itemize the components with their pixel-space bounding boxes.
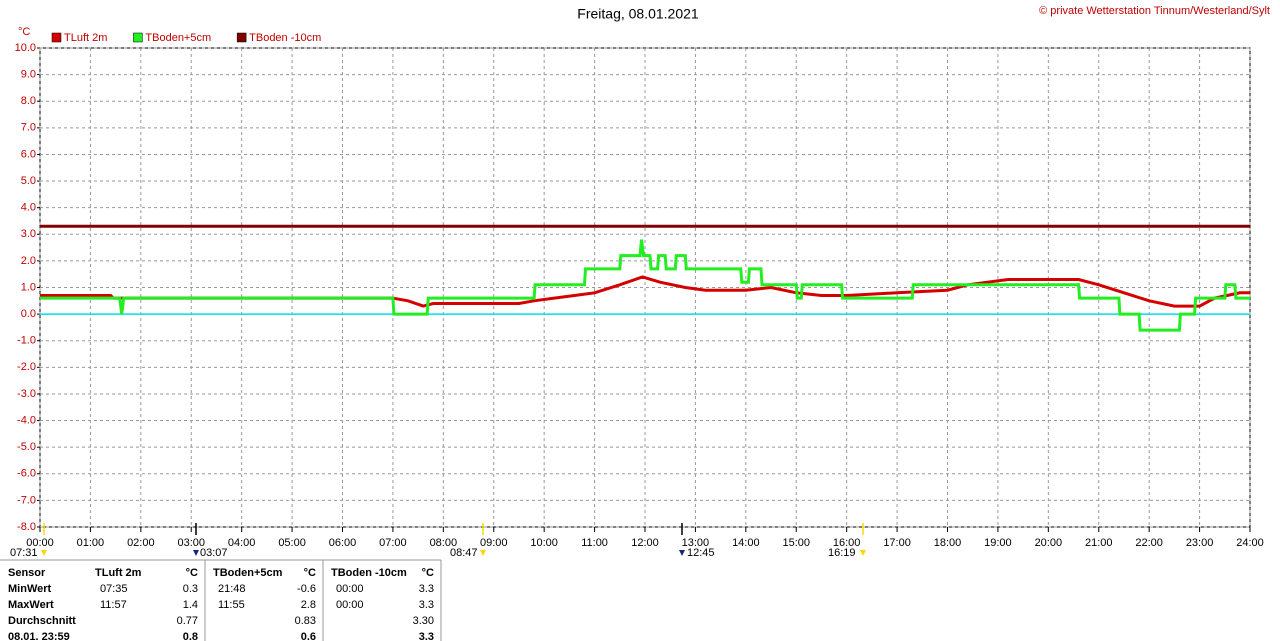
table: Sensor TLuft 2m °C TBoden+5cm °C TBoden -10cm… (0, 559, 442, 641)
x-tick-label: 04:00 (228, 537, 256, 549)
x-tick-label: 06:00 (329, 537, 357, 549)
cell-time: 07:35 (100, 583, 128, 595)
x-tick-label: 00:00 (26, 537, 54, 549)
legend-swatch (133, 32, 143, 43)
x-tick-label: 02:00 (127, 537, 155, 549)
legend-swatch (51, 32, 62, 43)
table-header: TBoden -10cm (331, 567, 407, 579)
annotation-icon (860, 550, 866, 556)
series-line (40, 239, 1250, 332)
table-header: TLuft 2m (95, 567, 142, 579)
x-tick-label: 17:00 (883, 537, 911, 549)
table-header: Sensor (8, 567, 46, 579)
cell-value: 0.6 (301, 631, 316, 641)
y-tick-label: 5.0 (21, 175, 36, 187)
cell-value: 0.77 (177, 615, 198, 627)
x-tick-label: 22:00 (1135, 537, 1163, 549)
cell-time: 00:00 (336, 599, 364, 611)
cell-value: 1.4 (183, 599, 198, 611)
x-tick-label: 21:00 (1085, 537, 1113, 549)
annotation-label: 03:07 (200, 547, 228, 559)
x-tick-label: 08:00 (430, 537, 458, 549)
annotation-icon (480, 550, 486, 556)
x-tick-label: 05:00 (278, 537, 306, 549)
y-tick-label: -2.0 (17, 361, 36, 373)
x-tick-label: 11:00 (581, 537, 608, 549)
y-tick-label: 4.0 (21, 202, 36, 214)
cell-value: 3.3 (419, 631, 434, 641)
y-tick-label: 8.0 (21, 95, 36, 107)
y-tick-label: -7.0 (17, 494, 36, 506)
y-tick-label: -1.0 (17, 335, 36, 347)
legend-label: TBoden+5cm (145, 32, 211, 44)
legend-label: TBoden -10cm (249, 32, 321, 44)
x-tick-label: 14:00 (732, 537, 760, 549)
x-tick-label: 23:00 (1186, 537, 1214, 549)
x-tick-label: 01:00 (77, 537, 105, 549)
x-tick-label: 16:00 (833, 537, 861, 549)
y-tick-label: -4.0 (17, 414, 36, 426)
cell-value: 2.8 (301, 599, 316, 611)
x-tick-label: 24:00 (1236, 537, 1264, 549)
table-header: °C (422, 567, 434, 579)
chart-title: Freitag, 08.01.2021 (577, 6, 699, 22)
x-tick-label: 20:00 (1035, 537, 1063, 549)
y-tick-label: -5.0 (17, 441, 36, 453)
y-tick-label: 0.0 (21, 308, 36, 320)
legend-swatch (236, 32, 247, 43)
y-tick-label: -3.0 (17, 388, 36, 400)
table-header: TBoden+5cm (213, 567, 283, 579)
cell-time: 00:00 (336, 583, 364, 595)
row-label: Durchschnitt (8, 615, 76, 627)
x-tick-label: 03:00 (177, 537, 205, 549)
x-tick-label: 10:00 (530, 537, 558, 549)
annotation-icon (193, 550, 199, 556)
series-line (40, 275, 1250, 308)
x-tick-label: 15:00 (782, 537, 810, 549)
x-tick-label: 19:00 (984, 537, 1012, 549)
y-tick-label: 3.0 (21, 228, 36, 240)
cell-value: -0.6 (297, 583, 316, 595)
cell-time: 11:57 (100, 599, 127, 611)
cell-value: 0.8 (183, 631, 198, 641)
annotation-label: 07:31 (10, 547, 38, 559)
y-tick-label: -6.0 (17, 468, 36, 480)
y-unit: °C (18, 26, 30, 38)
cell-value: 3.3 (419, 599, 434, 611)
table-header: °C (186, 567, 198, 579)
annotation-icon (679, 550, 685, 556)
annotation-label: 08:47 (450, 547, 478, 559)
annotation-label: 16:19 (828, 547, 856, 559)
row-label: MinWert (8, 583, 52, 595)
cell-time: 21:48 (218, 583, 246, 595)
annotation-icon (41, 550, 47, 556)
y-tick-label: 2.0 (21, 255, 36, 267)
cell-value: 3.30 (413, 615, 434, 627)
credit: © private Wetterstation Tinnum/Westerlan… (1039, 5, 1270, 17)
cell-value: 0.83 (295, 615, 316, 627)
y-tick-label: 6.0 (21, 148, 36, 160)
x-tick-label: 12:00 (631, 537, 659, 549)
y-tick-label: 9.0 (21, 69, 36, 81)
annotation-label: 12:45 (687, 547, 715, 559)
x-tick-label: 13:00 (682, 537, 710, 549)
y-tick-label: 7.0 (21, 122, 36, 134)
cell-value: 3.3 (419, 583, 434, 595)
legend-label: TLuft 2m (64, 32, 107, 44)
table-header: °C (304, 567, 316, 579)
y-tick-label: 1.0 (21, 281, 36, 293)
y-tick-label: -8.0 (17, 521, 36, 533)
x-tick-label: 18:00 (934, 537, 962, 549)
cell-value: 0.3 (183, 583, 198, 595)
row-label: MaxWert (8, 599, 54, 611)
x-tick-label: 07:00 (379, 537, 407, 549)
cell-time: 11:55 (218, 599, 245, 611)
x-tick-label: 09:00 (480, 537, 508, 549)
row-label: 08.01. 23:59 (8, 631, 70, 641)
y-tick-label: 10.0 (15, 42, 36, 54)
